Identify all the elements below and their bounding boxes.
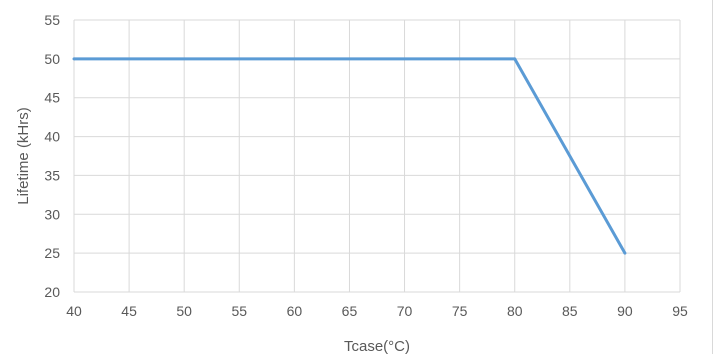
vertical-gridlines [73,20,681,292]
y-tick-label: 50 [44,51,60,67]
x-axis-tick-labels: 40 45 50 55 60 65 70 75 80 85 90 95 [66,303,688,319]
x-tick-label: 80 [507,303,523,319]
x-tick-label: 85 [562,303,578,319]
y-tick-label: 55 [44,12,60,28]
x-tick-label: 60 [287,303,303,319]
x-tick-label: 50 [176,303,192,319]
y-tick-label: 20 [44,284,60,300]
y-tick-label: 45 [44,90,60,106]
y-tick-label: 35 [44,167,60,183]
x-tick-label: 65 [342,303,358,319]
x-tick-label: 55 [231,303,247,319]
y-tick-label: 30 [44,206,60,222]
x-axis-title: Tcase(°C) [344,338,410,354]
x-tick-label: 90 [617,303,633,319]
series-layer [72,57,627,255]
x-tick-label: 70 [397,303,413,319]
y-tick-label: 25 [44,245,60,261]
y-tick-label: 40 [44,129,60,145]
y-axis-title: Lifetime (kHrs) [15,107,32,205]
data-point [513,57,517,61]
x-tick-label: 45 [121,303,137,319]
y-axis-tick-labels: 20 25 30 35 40 45 50 55 [44,12,60,300]
data-point [623,251,627,255]
x-tick-label: 40 [66,303,82,319]
x-tick-label: 75 [452,303,468,319]
horizontal-gridlines [74,19,680,293]
data-point [72,57,76,61]
x-tick-label: 95 [672,303,688,319]
